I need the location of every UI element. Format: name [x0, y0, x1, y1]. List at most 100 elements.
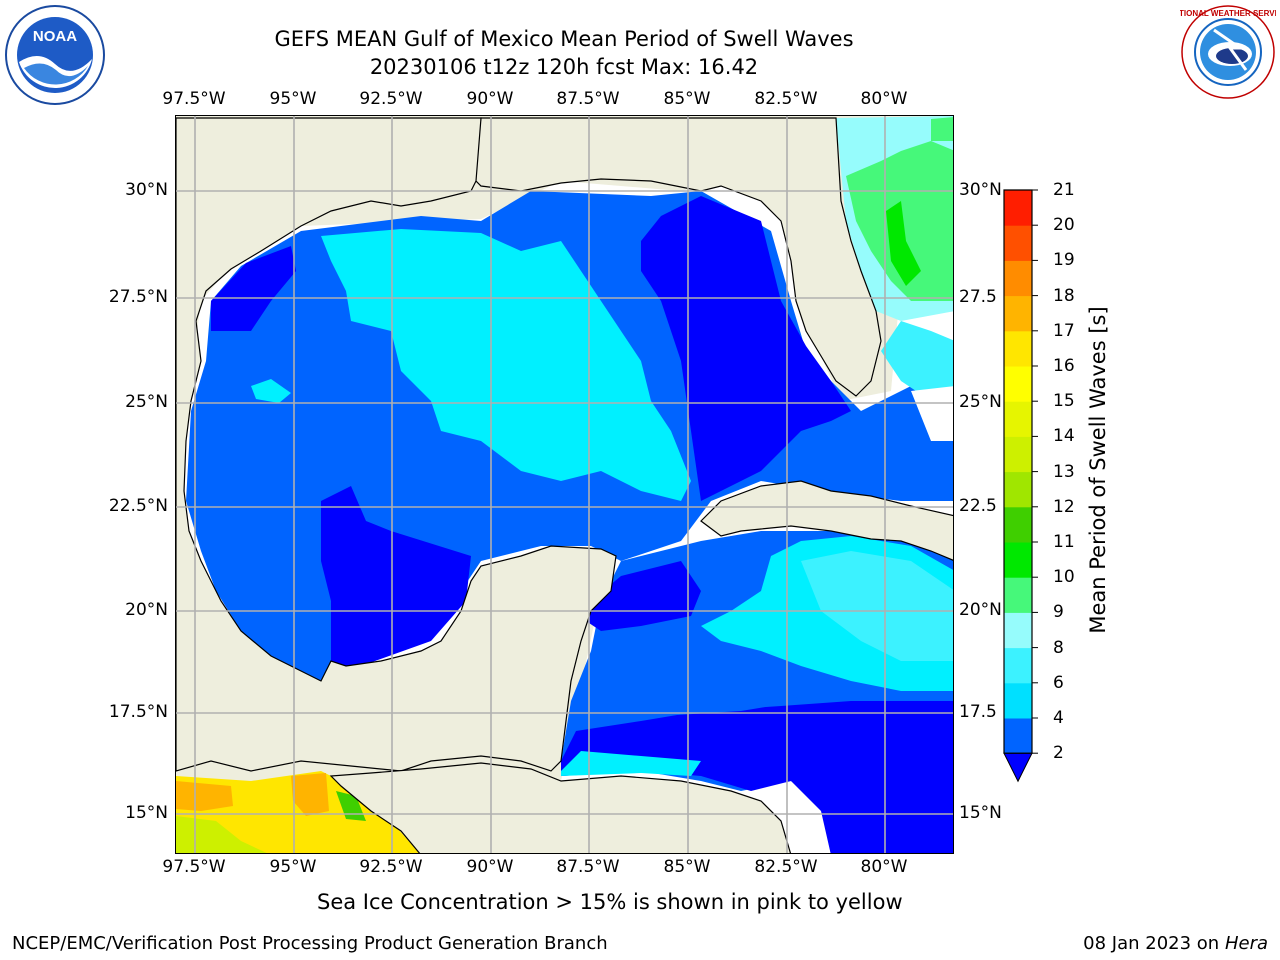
- colorbar-segment: [1004, 612, 1032, 649]
- colorbar-segment: [1004, 295, 1032, 332]
- lon-label-top-92.5w: 92.5°W: [359, 89, 423, 109]
- lon-label-top-80w: 80°W: [860, 89, 908, 109]
- swell-contour-6-8s-straits: [881, 321, 953, 411]
- lon-label-bottom-82.5w: 82.5°W: [754, 857, 818, 877]
- swell-contour-2-4s-band: [601, 681, 801, 716]
- colorbar-tick-label: 4: [1053, 708, 1064, 728]
- land-florida-gulf-coast: [470, 117, 882, 397]
- noaa-logo: NOAA: [5, 5, 105, 105]
- swell-contour-lt2s-nw: [211, 246, 296, 331]
- land-cuba: [700, 480, 953, 561]
- colorbar-tick-label: 11: [1053, 532, 1075, 552]
- colorbar-segment: [1004, 225, 1032, 261]
- map-panel: [175, 115, 954, 854]
- footer-date: 08 Jan 2023 on Hera: [1083, 933, 1268, 954]
- colorbar-segment: [1004, 366, 1032, 402]
- lat-label-left-25n: 25°N: [125, 392, 168, 412]
- colorbar-tick-label: 6: [1053, 672, 1064, 693]
- chart-subtitle: 20230106 t12z 120h fcst Max: 16.42: [369, 55, 759, 79]
- swell-contour-16-17s-pacific-west: [176, 781, 233, 811]
- colorbar-segment: [1004, 542, 1032, 578]
- graticule: [176, 116, 953, 853]
- colorbar-segment: [1004, 718, 1032, 754]
- lat-label-left-30n: 30°N: [125, 180, 168, 200]
- lat-label-left-20n: 20°N: [125, 600, 168, 620]
- colorbar-tick-label: 19: [1053, 250, 1075, 271]
- lat-label-right-20n: 20°N: [959, 600, 1002, 620]
- lon-label-bottom-87.5w: 87.5°W: [556, 857, 620, 877]
- swell-contour-lt2s-south: [561, 701, 953, 853]
- lat-label-left-22.5n: 22.5°N: [108, 496, 168, 516]
- nws-logo-text: NATIONAL WEATHER SERVICE: [1180, 9, 1276, 18]
- lat-label-right-22.5n: 22.5: [959, 496, 997, 516]
- lon-label-top-90w: 90°W: [466, 89, 514, 109]
- lat-label-left-17.5n: 17.5°N: [108, 702, 168, 722]
- chart-title: GEFS MEAN Gulf of Mexico Mean Period of …: [274, 27, 854, 51]
- colorbar-segment: [1004, 190, 1032, 226]
- lon-label-top-95w: 95°W: [269, 89, 317, 109]
- colorbar-tick-label: 15: [1053, 391, 1075, 412]
- swell-contour-9-10s-corner: [931, 117, 953, 141]
- colorbar-segment: [1004, 647, 1032, 684]
- colorbar-tick-label: 10: [1053, 567, 1075, 588]
- colorbar-extend-arrow: [1003, 752, 1033, 783]
- map-canvas: [176, 116, 953, 853]
- colorbar: [1003, 189, 1038, 783]
- colorbar-tick-label: 21: [1053, 180, 1075, 200]
- colorbar-tick-label: 13: [1053, 461, 1075, 482]
- swell-contour-4-6s-west-patch: [251, 379, 291, 403]
- colorbar-segment: [1004, 401, 1032, 437]
- colorbar-tick-label: 14: [1053, 426, 1075, 447]
- colorbar-tick-label: 18: [1053, 285, 1075, 306]
- footer-host: Hera: [1224, 933, 1268, 954]
- lon-label-bottom-92.5w: 92.5°W: [359, 857, 423, 877]
- swell-contour-16-17s-pacific-central: [291, 773, 329, 816]
- lon-label-top-97.5w: 97.5°W: [162, 89, 226, 109]
- colorbar-tick-label: 2: [1053, 743, 1064, 764]
- swell-contour-4-6s-honduras: [561, 751, 701, 776]
- lon-label-bottom-95w: 95°W: [269, 857, 317, 877]
- lon-label-bottom-80w: 80°W: [860, 857, 908, 877]
- lat-label-right-15n: 15°N: [959, 803, 1002, 823]
- lat-label-right-27.5n: 27.5: [959, 287, 997, 307]
- lon-label-top-87.5w: 87.5°W: [556, 89, 620, 109]
- colorbar-tick-label: 17: [1053, 320, 1075, 341]
- lon-label-bottom-85w: 85°W: [663, 857, 711, 877]
- colorbar-tick-label: 12: [1053, 496, 1075, 517]
- colorbar-segment: [1004, 577, 1032, 613]
- colorbar-segment: [1004, 506, 1032, 543]
- lon-label-top-82.5w: 82.5°W: [754, 89, 818, 109]
- colorbar-tick-label: 16: [1053, 356, 1075, 376]
- swell-contour-4-6s-gulf: [321, 229, 691, 501]
- lat-label-right-30n: 30°N: [959, 180, 1002, 200]
- lat-label-right-25n: 25°N: [959, 392, 1002, 412]
- colorbar-segment: [1004, 436, 1032, 473]
- swell-contour-6-8s-caribbean: [801, 551, 953, 661]
- sea-ice-note: Sea Ice Concentration > 15% is shown in …: [317, 890, 903, 914]
- lon-label-top-85w: 85°W: [663, 89, 711, 109]
- colorbar-segment: [1004, 330, 1032, 367]
- lon-label-bottom-97.5w: 97.5°W: [162, 857, 226, 877]
- footer-org: NCEP/EMC/Verification Post Processing Pr…: [12, 933, 608, 954]
- nws-logo: NATIONAL WEATHER SERVICE: [1180, 5, 1276, 99]
- colorbar-segment: [1004, 260, 1032, 297]
- footer-date-text: 08 Jan 2023 on: [1083, 933, 1225, 954]
- colorbar-tick-label: 9: [1053, 602, 1064, 623]
- colorbar-label: Mean Period of Swell Waves [s]: [1086, 306, 1110, 634]
- lat-label-left-15n: 15°N: [125, 803, 168, 823]
- swell-contour-lt2s-east: [641, 196, 851, 501]
- colorbar-segment: [1004, 471, 1032, 508]
- lat-label-left-27.5n: 27.5°N: [108, 287, 168, 307]
- colorbar-tick-label: 20: [1053, 215, 1075, 236]
- open-water-bahamas: [911, 386, 953, 441]
- land-mexico: [176, 117, 617, 772]
- land-central-america: [329, 762, 792, 853]
- noaa-logo-text: NOAA: [33, 28, 77, 45]
- colorbar-tick-label: 8: [1053, 637, 1064, 658]
- swell-contour-lt2s-west: [321, 486, 471, 671]
- swell-contour-lt2s-yucatan: [586, 561, 701, 631]
- swell-contour-10-11s-atlantic: [886, 201, 921, 286]
- swell-contour-13-14s-pacific: [176, 816, 267, 853]
- lat-label-right-17.5n: 17.5: [959, 702, 997, 722]
- colorbar-segment: [1004, 682, 1032, 719]
